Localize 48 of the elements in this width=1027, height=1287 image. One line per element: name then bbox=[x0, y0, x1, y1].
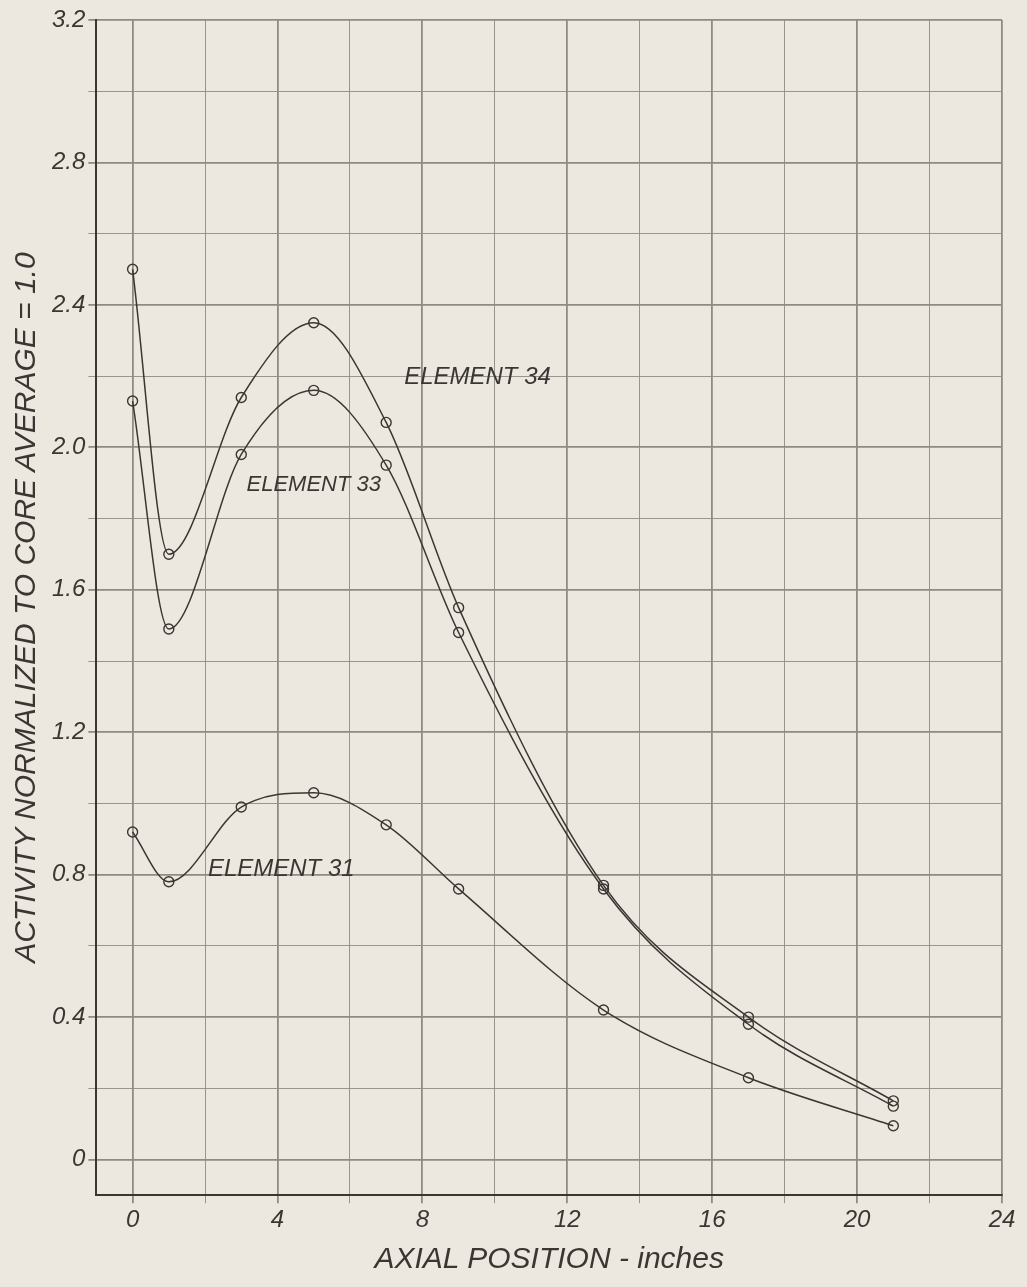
y-tick-label: 2.8 bbox=[50, 147, 86, 175]
point bbox=[163, 548, 175, 560]
point bbox=[235, 801, 247, 813]
point bbox=[126, 826, 139, 838]
x-tick-label: 4 bbox=[270, 1205, 285, 1233]
x-tick-label: 0 bbox=[125, 1205, 140, 1233]
y-tick-label: 3.2 bbox=[51, 4, 86, 32]
x-tick-label: 12 bbox=[553, 1205, 581, 1233]
point bbox=[308, 384, 320, 397]
point bbox=[742, 1011, 755, 1023]
point bbox=[887, 1100, 900, 1112]
point bbox=[380, 459, 392, 471]
y-tick-label: 0 bbox=[72, 1144, 86, 1172]
x-tick-label: 24 bbox=[987, 1205, 1016, 1233]
y-tick-label: 0.4 bbox=[51, 1001, 86, 1029]
point bbox=[597, 883, 610, 895]
point bbox=[126, 395, 139, 407]
point bbox=[887, 1095, 900, 1107]
point bbox=[235, 391, 247, 404]
point bbox=[452, 601, 465, 614]
y-tick-label: 0.8 bbox=[51, 859, 86, 887]
point bbox=[742, 1018, 755, 1030]
y-tick-label: 1.6 bbox=[51, 574, 86, 602]
x-tick-label: 8 bbox=[415, 1205, 430, 1233]
point bbox=[163, 623, 175, 635]
x-tick-label: 16 bbox=[698, 1205, 727, 1233]
point bbox=[126, 263, 139, 275]
point bbox=[452, 883, 465, 895]
point bbox=[235, 448, 247, 461]
y-tick-label: 2.4 bbox=[50, 289, 86, 317]
point bbox=[308, 317, 320, 329]
y-axis-title: ACTIVITY NORMALIZED TO CORE AVERAGE = 1.0 bbox=[8, 252, 42, 965]
point bbox=[163, 876, 175, 888]
x-tick-label: 20 bbox=[842, 1205, 872, 1233]
series-label: ELEMENT 34 bbox=[404, 362, 551, 390]
point bbox=[742, 1071, 755, 1084]
series-label: ELEMENT 33 bbox=[246, 471, 382, 497]
point bbox=[308, 787, 320, 799]
point bbox=[887, 1120, 900, 1132]
y-tick-label: 1.2 bbox=[51, 716, 86, 744]
point bbox=[380, 416, 392, 429]
x-axis-title: AXIAL POSITION - inches bbox=[372, 1241, 724, 1275]
series-label: ELEMENT 31 bbox=[207, 853, 355, 881]
point bbox=[380, 819, 392, 831]
point bbox=[597, 879, 610, 892]
y-tick-label: 2.0 bbox=[50, 432, 86, 460]
point bbox=[597, 1004, 610, 1016]
point bbox=[452, 626, 465, 639]
